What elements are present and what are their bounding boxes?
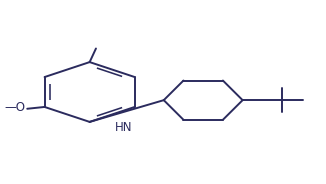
Text: HN: HN (115, 121, 132, 134)
Text: —O: —O (5, 101, 26, 114)
